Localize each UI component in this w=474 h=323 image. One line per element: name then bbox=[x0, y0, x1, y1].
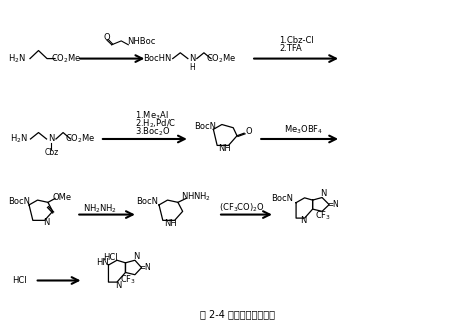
Text: NH$_2$NH$_2$: NH$_2$NH$_2$ bbox=[83, 203, 117, 215]
Text: Cbz: Cbz bbox=[44, 148, 58, 157]
Text: HCl: HCl bbox=[103, 254, 118, 263]
Text: BocN: BocN bbox=[194, 122, 216, 131]
Text: O: O bbox=[245, 127, 252, 136]
Text: N: N bbox=[43, 218, 50, 227]
Text: H$_2$N: H$_2$N bbox=[9, 52, 26, 65]
Text: H$_2$N: H$_2$N bbox=[10, 133, 27, 145]
Text: BocN: BocN bbox=[271, 194, 293, 203]
Text: Me$_3$OBF$_4$: Me$_3$OBF$_4$ bbox=[284, 124, 323, 136]
Text: NHBoc: NHBoc bbox=[128, 37, 156, 46]
Text: 1.Cbz-Cl: 1.Cbz-Cl bbox=[280, 36, 314, 46]
Text: N: N bbox=[48, 134, 55, 143]
Text: CO$_2$Me: CO$_2$Me bbox=[206, 52, 236, 65]
Text: $\!\!=\!\!$N: $\!\!=\!\!$N bbox=[328, 198, 340, 209]
Text: CO$_2$Me: CO$_2$Me bbox=[65, 133, 96, 145]
Text: NH: NH bbox=[164, 219, 177, 228]
Text: BocN: BocN bbox=[8, 197, 30, 206]
Text: HN: HN bbox=[96, 258, 109, 267]
Text: NH: NH bbox=[219, 144, 231, 153]
Text: 图 2-4 甘氨酸甲酯法路线: 图 2-4 甘氨酸甲酯法路线 bbox=[200, 309, 274, 319]
Text: OMe: OMe bbox=[53, 193, 72, 202]
Text: 1.Me$_3$Al: 1.Me$_3$Al bbox=[136, 109, 169, 122]
Text: N: N bbox=[189, 54, 195, 63]
Text: N: N bbox=[320, 189, 327, 198]
Text: CF$_3$: CF$_3$ bbox=[316, 210, 331, 223]
Text: (CF$_3$CO)$_2$O: (CF$_3$CO)$_2$O bbox=[219, 202, 264, 214]
Text: N: N bbox=[133, 252, 139, 261]
Text: HCl: HCl bbox=[12, 276, 27, 285]
Text: O: O bbox=[104, 33, 110, 42]
Text: NHNH$_2$: NHNH$_2$ bbox=[181, 191, 211, 203]
Text: 2.H$_2$,Pd/C: 2.H$_2$,Pd/C bbox=[136, 117, 177, 130]
Text: N: N bbox=[115, 281, 121, 290]
Text: CO$_2$Me: CO$_2$Me bbox=[51, 52, 81, 65]
Text: 3.Boc$_2$O: 3.Boc$_2$O bbox=[136, 125, 171, 138]
Text: CF$_3$: CF$_3$ bbox=[120, 274, 137, 286]
Text: BocHN: BocHN bbox=[144, 54, 172, 63]
Text: BocN: BocN bbox=[136, 197, 158, 206]
Text: $\!\!=\!\!$N: $\!\!=\!\!$N bbox=[140, 262, 152, 273]
Text: N: N bbox=[300, 215, 306, 224]
Text: 2.TFA: 2.TFA bbox=[280, 44, 302, 53]
Text: H: H bbox=[189, 63, 195, 72]
